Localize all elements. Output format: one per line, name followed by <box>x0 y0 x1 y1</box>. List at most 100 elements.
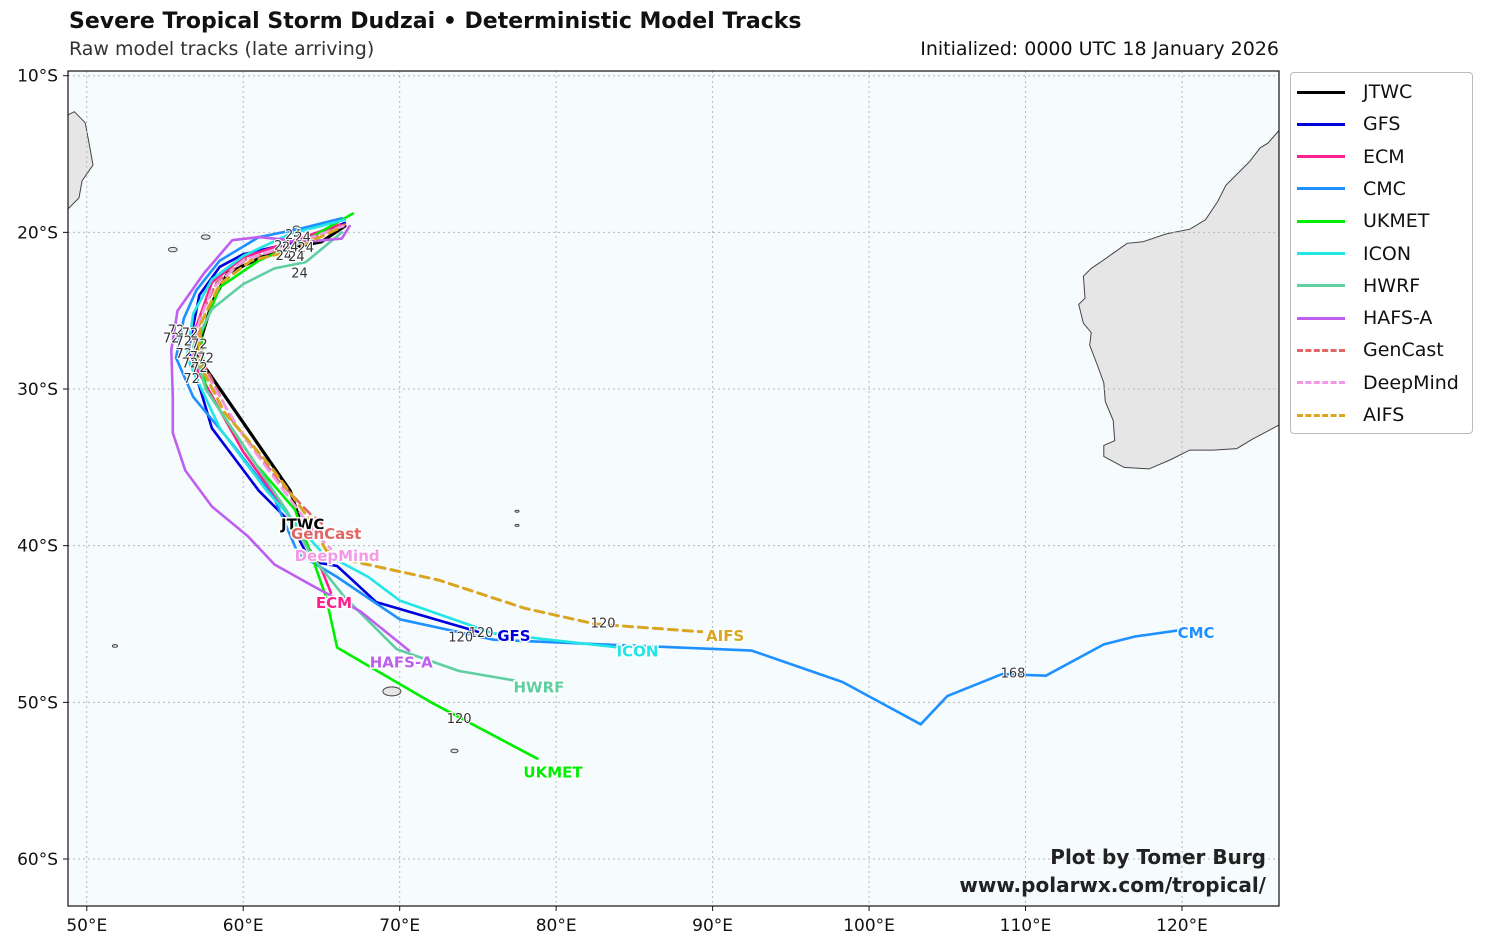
legend-label: HAFS-A <box>1363 307 1433 330</box>
legend-label: CMC <box>1363 177 1406 200</box>
legend-item-hafs-a: HAFS-A <box>1297 305 1432 331</box>
x-tick-label: 60°E <box>223 916 264 936</box>
forecast-hour-label: 120 <box>448 631 473 646</box>
forecast-hour-label: 72 <box>182 356 199 371</box>
legend-label: AIFS <box>1363 404 1405 426</box>
track-label-hwrf: HWRF <box>513 679 564 697</box>
chart-title: Severe Tropical Storm Dudzai • Determini… <box>69 9 802 34</box>
initialized-time: Initialized: 0000 UTC 18 January 2026 <box>920 38 1279 60</box>
track-label-ukmet: UKMET <box>523 763 583 781</box>
forecast-hour-label: 24 <box>288 250 305 265</box>
forecast-hour-label: 24 <box>291 266 308 281</box>
island-st-paul <box>514 523 520 527</box>
legend-item-gencast: GenCast <box>1297 337 1444 363</box>
legend-label: HWRF <box>1363 274 1421 297</box>
legend-item-ecm: ECM <box>1297 144 1405 170</box>
track-label-hafs-a: HAFS-A <box>370 654 433 672</box>
land-layer <box>68 111 1279 754</box>
forecast-hour-label: 24 <box>294 230 311 245</box>
track-label-deepmind: DeepMind <box>295 547 380 565</box>
legend-item-cmc: CMC <box>1297 176 1406 202</box>
track-aifs <box>196 227 704 634</box>
legend-item-gfs: GFS <box>1297 111 1400 137</box>
legend-label: GenCast <box>1363 339 1444 362</box>
forecast-hour-label: 120 <box>591 616 616 631</box>
forecast-hour-label: 72 <box>190 350 207 365</box>
track-hwrf <box>191 231 516 682</box>
forecast-hour-label: 72 <box>163 331 180 346</box>
legend-label: GFS <box>1363 113 1401 136</box>
forecast-hour-label: 72 <box>168 323 185 338</box>
forecast-hour-label: 168 <box>1001 667 1026 682</box>
forecast-hour-label: 72 <box>176 347 193 362</box>
track-label-jtwc: JTWC <box>280 516 324 534</box>
track-label-gencast: GenCast <box>291 525 361 543</box>
y-tick-label: 50°S <box>17 693 58 713</box>
legend-swatch <box>1297 219 1345 223</box>
forecast-hour-label: 24 <box>276 249 293 264</box>
legend-swatch <box>1297 122 1345 126</box>
forecast-hour-label: 72 <box>176 334 193 349</box>
legend-swatch <box>1297 187 1345 191</box>
legend-swatch <box>1297 284 1345 288</box>
y-tick-label: 30°S <box>17 380 58 400</box>
grid-layer <box>68 71 1279 906</box>
track-label-icon: ICON <box>617 643 659 661</box>
x-tick-label: 120°E <box>1156 916 1208 936</box>
map-frame <box>67 70 1280 907</box>
y-tick-label: 10°S <box>17 67 58 87</box>
track-gfs <box>187 221 480 634</box>
island-r-union <box>167 246 178 253</box>
legend-swatch <box>1297 155 1345 159</box>
x-tick-label: 70°E <box>379 916 420 936</box>
forecast-hour-label: 72 <box>182 327 199 342</box>
forecast-hour-label: 120 <box>469 626 494 641</box>
forecast-hour-label: 72 <box>197 352 214 367</box>
legend-swatch <box>1297 316 1345 320</box>
track-layer <box>170 212 1181 761</box>
legend-item-deepmind: DeepMind <box>1297 370 1459 396</box>
legend-item-aifs: AIFS <box>1297 402 1404 428</box>
legend-label: JTWC <box>1363 81 1413 103</box>
legend-item-jtwc: JTWC <box>1297 79 1412 105</box>
credit-url: www.polarwx.com/tropical/ <box>959 873 1266 897</box>
island-mauritius <box>200 234 211 240</box>
legend-label: DeepMind <box>1363 371 1459 394</box>
x-tick-label: 50°E <box>66 916 107 936</box>
legend-swatch <box>1297 252 1345 255</box>
island-crozet <box>111 644 119 648</box>
forecast-hour-label: 72 <box>191 338 208 353</box>
legend-item-hwrf: HWRF <box>1297 273 1420 299</box>
legend-swatch <box>1297 348 1345 352</box>
forecast-hour-label: 24 <box>298 241 315 256</box>
forecast-hour-label: 24 <box>282 240 299 255</box>
track-label-ecm: ECM <box>316 594 352 612</box>
forecast-hour-label: 72 <box>183 372 200 387</box>
track-icon <box>185 218 621 649</box>
y-tick-label: 60°S <box>17 850 58 870</box>
legend-swatch <box>1297 381 1345 385</box>
track-cmc <box>174 217 1181 726</box>
credit-author: Plot by Tomer Burg <box>1050 845 1266 869</box>
forecast-hour-label: 24 <box>285 228 302 243</box>
chart-subtitle: Raw model tracks (late arriving) <box>69 38 375 60</box>
x-tick-label: 100°E <box>843 916 895 936</box>
track-name-layer: JTWC GFS ECM CMC UKMET ICON HWRF HAFS-A GenCast D… <box>279 514 1217 783</box>
legend-label: ICON <box>1363 242 1412 265</box>
island-kerguelen <box>382 686 402 697</box>
longitude-axis: 50°E 60°E 70°E 80°E 90°E 100°E 110°E 120°E <box>66 906 1208 936</box>
legend-swatch <box>1297 413 1345 417</box>
latitude-axis: 10°S 20°S 30°S 40°S 50°S 60°S <box>17 67 68 870</box>
y-tick-label: 20°S <box>17 223 58 243</box>
island-heard <box>450 748 459 754</box>
track-label-cmc: CMC <box>1178 624 1215 642</box>
forecast-hour-label: 72 <box>191 361 208 376</box>
y-tick-label: 40°S <box>17 537 58 557</box>
legend-label: ECM <box>1363 145 1405 168</box>
legend-label: UKMET <box>1363 210 1430 233</box>
legend-item-ukmet: UKMET <box>1297 208 1429 234</box>
forecast-hour-label: 120 <box>447 712 472 727</box>
track-label-aifs: AIFS <box>706 627 744 645</box>
legend-item-icon: ICON <box>1297 241 1411 267</box>
